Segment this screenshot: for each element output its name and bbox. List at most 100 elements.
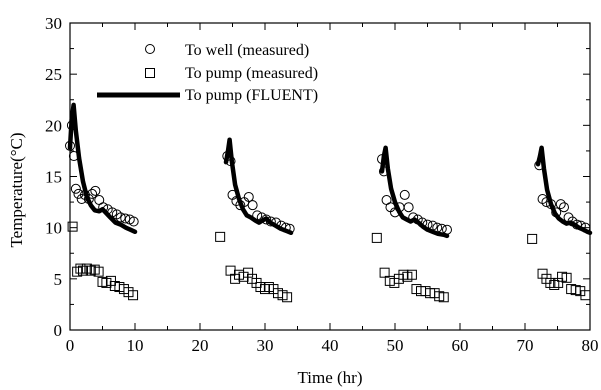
to-pump-point <box>371 232 382 243</box>
to-well-point <box>225 156 236 167</box>
x-axis-title: Time (hr) <box>297 368 362 387</box>
to-pump-point <box>545 277 556 288</box>
to-well-point <box>580 222 591 233</box>
to-well-point <box>559 202 569 213</box>
to-well-point <box>256 212 267 223</box>
to-pump-point <box>215 231 226 242</box>
to-pump-point <box>97 276 108 287</box>
to-well-point <box>276 220 287 231</box>
to-well-point <box>98 202 109 213</box>
to-well-point <box>572 219 582 230</box>
x-tick-label: 40 <box>322 336 339 355</box>
series-to-pump-measured <box>67 221 591 303</box>
to-well-point <box>83 194 94 205</box>
to-well-point <box>73 188 84 199</box>
to-well-point <box>378 166 389 177</box>
to-pump-point <box>561 272 572 283</box>
fluent-line-segment <box>379 145 450 239</box>
to-well-point <box>247 200 258 211</box>
to-well-point <box>555 199 566 210</box>
y-tick-label: 25 <box>45 65 62 84</box>
series-to-well <box>65 120 591 235</box>
to-pump-point <box>225 265 236 276</box>
y-tick-label: 15 <box>45 168 62 187</box>
to-well-point <box>265 216 276 227</box>
y-tick-label: 30 <box>45 14 62 33</box>
to-well-point <box>422 219 433 230</box>
to-pump-point <box>527 233 538 244</box>
to-well-point <box>68 151 79 162</box>
to-well-point <box>399 189 410 200</box>
to-pump-point <box>89 264 100 275</box>
y-tick-label: 10 <box>45 219 62 238</box>
y-tick-label: 5 <box>54 270 63 289</box>
x-tick-label: 80 <box>582 336 599 355</box>
to-well-point <box>427 220 438 231</box>
to-pump-point <box>93 266 104 277</box>
to-well-point <box>271 217 282 228</box>
to-well-point <box>128 216 139 227</box>
to-pump-point <box>78 265 88 276</box>
to-pump-point <box>85 265 96 276</box>
fluent-line-segment <box>535 145 593 236</box>
to-well-point <box>90 185 101 196</box>
series-fluent <box>67 102 593 239</box>
to-pump-point <box>553 277 564 288</box>
to-pump-point <box>67 221 78 232</box>
to-pump-point <box>243 267 254 278</box>
to-well-point <box>551 207 562 218</box>
to-pump-point <box>406 269 417 280</box>
to-well-point <box>442 224 452 235</box>
legend-marker-to-well <box>145 44 155 54</box>
legend: To well (measured) To pump (measured) To… <box>97 42 318 104</box>
to-pump-point <box>282 292 293 303</box>
fluent-line-segment <box>67 102 138 235</box>
x-tick-label: 0 <box>66 336 75 355</box>
to-well-point <box>261 214 272 225</box>
to-pump-point <box>438 292 449 303</box>
to-pump-point <box>398 269 409 280</box>
x-tick-label: 20 <box>192 336 209 355</box>
to-pump-point <box>537 268 548 279</box>
to-well-point <box>432 222 443 233</box>
x-tick-label: 70 <box>517 336 534 355</box>
y-axis-title: Temperature(°C) <box>7 132 26 247</box>
to-pump-point <box>549 279 560 290</box>
to-well-point <box>541 197 552 208</box>
to-well-point <box>66 120 77 131</box>
legend-marker-to-pump-measured <box>145 68 155 78</box>
to-well-point <box>65 140 75 151</box>
to-well-point <box>120 213 131 224</box>
x-tick-label: 50 <box>387 336 404 355</box>
fluent-line-segment <box>223 137 294 236</box>
to-pump-point <box>81 263 92 274</box>
to-well-point <box>280 222 291 233</box>
to-well-point <box>408 212 419 223</box>
data-series <box>65 102 593 303</box>
y-tick-label: 20 <box>45 116 62 135</box>
to-well-point <box>107 207 118 218</box>
y-tick-label: 0 <box>54 321 63 340</box>
to-well-point <box>436 223 447 234</box>
to-pump-point <box>72 266 83 277</box>
to-well-point <box>252 210 263 221</box>
to-pump-point <box>379 267 390 278</box>
to-well-point <box>417 217 428 228</box>
to-well-point <box>87 188 98 199</box>
axis-ticks: 0 10 20 30 40 50 60 70 80 0 5 10 15 20 25 30 <box>45 14 599 355</box>
to-pump-point <box>580 290 591 301</box>
legend-label-to-pump-measured: To pump (measured) <box>185 65 318 82</box>
to-well-point <box>222 151 233 162</box>
to-well-point <box>575 220 586 231</box>
to-pump-point <box>128 290 139 301</box>
to-well-point <box>243 191 254 202</box>
to-well-point <box>284 223 295 234</box>
x-tick-label: 30 <box>257 336 274 355</box>
to-well-point <box>115 212 126 223</box>
to-pump-point <box>75 263 86 274</box>
to-well-point <box>377 154 387 165</box>
to-pump-point <box>105 275 116 286</box>
x-tick-label: 60 <box>452 336 469 355</box>
to-well-point <box>70 183 81 194</box>
